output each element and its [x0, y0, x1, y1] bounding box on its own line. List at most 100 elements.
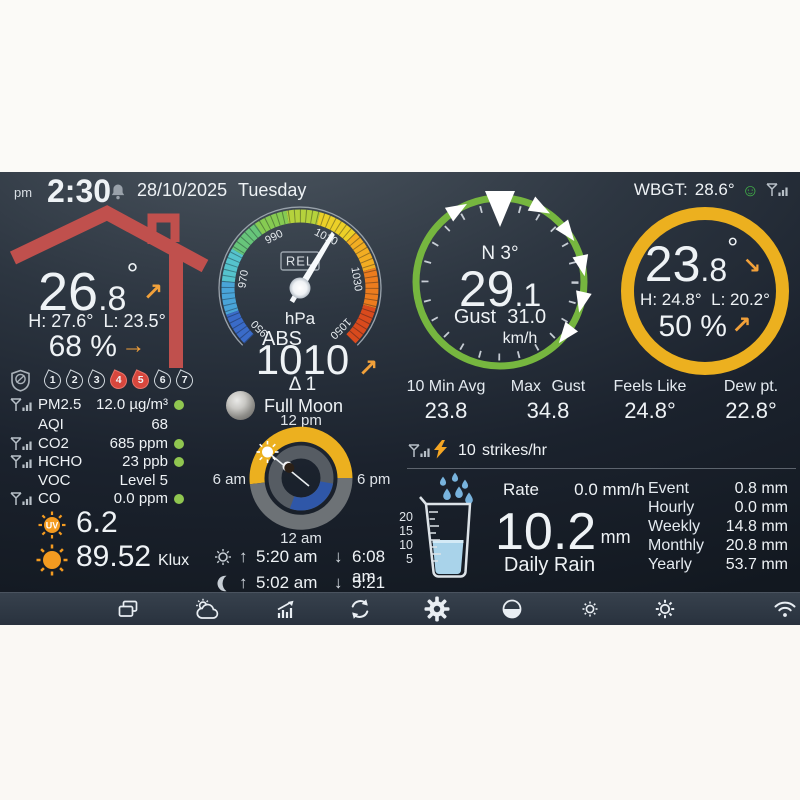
wifi-icon[interactable]: [773, 600, 797, 619]
wind-gust-value: 31.0: [507, 306, 547, 328]
lux-value: 89.52: [76, 540, 152, 573]
outdoor-high-label: H:: [640, 290, 658, 309]
indoor-high-label: H:: [28, 311, 47, 331]
status-dot: [174, 400, 184, 410]
date-label: 28/10/2025: [137, 180, 228, 200]
rain-scale-5: 5: [406, 552, 413, 566]
svg-text:UV: UV: [46, 520, 59, 530]
level-badge-1: 1: [41, 369, 64, 392]
sunset-time: 6:08 am: [352, 547, 386, 586]
outdoor-temperature: 23.8° ↘: [628, 232, 778, 293]
svg-text:1030: 1030: [348, 266, 364, 292]
wind-unit: km/h: [502, 330, 538, 347]
barometer-abs-label: ABS: [262, 328, 303, 350]
wind-gust-label: Gust: [453, 306, 497, 328]
lightning-bolt-icon: [433, 440, 448, 459]
wbgt-readout: WBGT: 28.6° ☺: [634, 180, 788, 200]
status-dot: [174, 494, 184, 504]
rain-hourly-label: Hourly: [648, 499, 695, 516]
rain-monthly-label: Monthly: [648, 537, 705, 554]
wind-compass: [412, 191, 592, 370]
contrast-icon[interactable]: [500, 597, 524, 621]
status-dot: [174, 457, 184, 467]
outdoor-humidity-trend-arrow: ↗: [731, 312, 752, 339]
level-badge-4: 4: [107, 369, 130, 392]
rain-gauge-icon: [419, 472, 473, 578]
moon-phase-label: Full Moon: [264, 396, 344, 416]
section-divider: [407, 468, 796, 469]
outdoor-humidity: 50 % ↗: [621, 310, 789, 344]
outdoor-temp-int: 23: [644, 236, 701, 292]
status-dot: [174, 439, 184, 449]
rain-hourly-value: 0.0 mm: [734, 499, 788, 516]
outdoor-low-label: L:: [711, 290, 726, 309]
rain-weekly-value: 14.8 mm: [725, 518, 788, 535]
clock-time: 2:30: [47, 173, 112, 209]
daily-rain-label: Daily Rain: [503, 554, 596, 576]
indoor-humidity-trend-arrow: →: [121, 332, 146, 359]
moonrise-moonset-row: ↑ 5:02 am ↓ 5:21 am: [214, 573, 404, 612]
level-badge-6: 6: [151, 369, 174, 392]
wind-speed-dec: .1: [514, 277, 542, 313]
letterbox-bottom: [0, 625, 800, 800]
outdoor-low-value: 20.2°: [730, 290, 770, 309]
screens-icon[interactable]: [116, 598, 140, 620]
barometer-trend-arrow: ↗: [358, 355, 379, 382]
indoor-high-low: H: 27.6° L: 23.5°: [2, 311, 192, 332]
weather-station-screen: pm 2:30 28/10/2025 Tuesday WBGT: 28.6° ☺…: [0, 172, 800, 625]
sun-path-dial: [249, 426, 353, 530]
brightness-high-icon[interactable]: [653, 597, 677, 621]
wbgt-value: 28.6°: [694, 180, 735, 199]
wbgt-label: WBGT:: [633, 180, 688, 199]
letterbox-top: [0, 0, 800, 172]
shield-icon: [10, 369, 31, 392]
brightness-low-icon[interactable]: [579, 598, 601, 620]
stat-dew-point-label: Dew pt.: [723, 378, 779, 395]
weather-forecast-icon[interactable]: [194, 598, 220, 620]
signal-icon: [10, 398, 32, 412]
level-badge-3: 3: [85, 369, 108, 392]
chart-icon[interactable]: [273, 598, 297, 620]
air-row-co: CO 0.0 ppm: [8, 490, 190, 509]
outdoor-humidity-value: 50 %: [658, 310, 727, 343]
svg-text:970: 970: [236, 269, 251, 289]
svg-text:hPa: hPa: [285, 309, 316, 328]
stat-max-gust-label: Max Gust: [510, 378, 586, 395]
rise-arrow: ↑: [239, 573, 248, 592]
air-row-voc: VOC Level 5: [38, 472, 168, 489]
dial-label-6pm: 6 pm: [357, 471, 391, 488]
rain-weekly-label: Weekly: [648, 518, 701, 535]
sunrise-sunset-row: ↑ 5:20 am ↓ 6:08 am: [214, 547, 404, 586]
solar-sun-icon: [34, 542, 70, 578]
signal-icon: [10, 437, 32, 451]
wind-gust: Gust 31.0: [405, 306, 595, 329]
barometer-value: 1010: [240, 336, 365, 384]
rise-arrow: ↑: [239, 547, 248, 566]
moonrise-time: 5:02 am: [256, 573, 318, 592]
meridiem-label: pm: [14, 185, 33, 200]
wind-speed-int: 29: [458, 261, 515, 317]
sensor-signal-icon: [766, 183, 788, 197]
sunrise-time: 5:20 am: [256, 547, 318, 566]
sun-icon: [214, 548, 232, 566]
indoor-temp-deg: °: [126, 258, 139, 291]
dial-label-6am: 6 am: [212, 471, 246, 488]
settings-gear-icon[interactable]: [424, 596, 450, 622]
indoor-high-value: 27.6°: [51, 311, 94, 331]
outdoor-temp-deg: °: [727, 232, 739, 263]
air-row-co2: CO2 685 ppm: [8, 435, 190, 454]
stat-max-gust-value: 34.8: [526, 398, 570, 423]
outdoor-temp-trend-arrow: ↘: [742, 253, 762, 278]
rain-event-label: Event: [648, 480, 689, 497]
uv-value: 6.2: [76, 506, 118, 539]
outdoor-high-low: H: 24.8° L: 20.2°: [621, 290, 789, 310]
dial-label-midnight: 12 am: [280, 530, 322, 547]
refresh-icon[interactable]: [348, 597, 372, 621]
wind-direction: N 3°: [481, 243, 519, 264]
lightning-count: 10: [458, 442, 476, 459]
uv-icon: UV: [36, 509, 68, 541]
rain-scale-20: 20: [399, 510, 413, 524]
weekday-label: Tuesday: [238, 180, 307, 200]
air-row-aqi: AQI 68: [38, 416, 168, 433]
stat-feels-like-label: Feels Like: [613, 378, 687, 395]
